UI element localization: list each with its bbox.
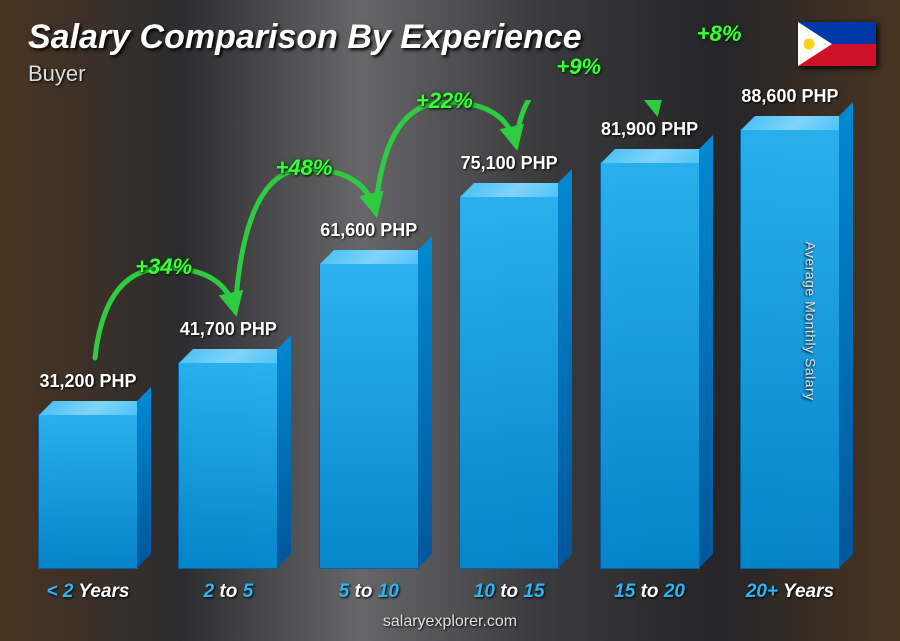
x-axis-tick: 10 to 15 xyxy=(449,581,569,603)
salary-bar xyxy=(38,414,138,569)
growth-pct-label: +9% xyxy=(556,54,601,80)
bar-value-label: 75,100 PHP xyxy=(409,153,609,174)
footer-source: salaryexplorer.com xyxy=(0,613,900,631)
x-axis-tick: 15 to 20 xyxy=(590,581,710,603)
bar-value-label: 31,200 PHP xyxy=(0,371,188,392)
growth-pct-label: +8% xyxy=(697,21,742,47)
bar-wrap: 75,100 PHP xyxy=(449,196,569,569)
salary-bar xyxy=(319,263,419,569)
philippines-flag-icon xyxy=(798,22,876,66)
bar-value-label: 88,600 PHP xyxy=(690,86,890,107)
bar-wrap: 31,200 PHP xyxy=(28,414,148,569)
x-axis-tick: < 2 Years xyxy=(28,581,148,603)
salary-bar-chart: 31,200 PHP41,700 PHP61,600 PHP75,100 PHP… xyxy=(28,100,850,569)
salary-bar xyxy=(600,162,700,569)
header: Salary Comparison By Experience Buyer xyxy=(28,18,582,87)
x-axis-tick: 20+ Years xyxy=(730,581,850,603)
page-subtitle: Buyer xyxy=(28,61,582,87)
bar-wrap: 88,600 PHP xyxy=(730,129,850,569)
salary-bar xyxy=(740,129,840,569)
bar-value-label: 41,700 PHP xyxy=(128,319,328,340)
x-axis-tick: 2 to 5 xyxy=(168,581,288,603)
y-axis-label: Average Monthly Salary xyxy=(802,241,818,400)
bar-wrap: 41,700 PHP xyxy=(168,362,288,569)
salary-bar xyxy=(459,196,559,569)
growth-pct-label: +22% xyxy=(416,88,473,114)
growth-pct-label: +48% xyxy=(276,155,333,181)
bar-wrap: 61,600 PHP xyxy=(309,263,429,569)
bar-value-label: 61,600 PHP xyxy=(269,220,469,241)
growth-pct-label: +34% xyxy=(135,254,192,280)
salary-bar xyxy=(178,362,278,569)
bar-wrap: 81,900 PHP xyxy=(590,162,710,569)
bar-group: 31,200 PHP41,700 PHP61,600 PHP75,100 PHP… xyxy=(28,100,850,569)
page-title: Salary Comparison By Experience xyxy=(28,18,582,57)
x-axis: < 2 Years 2 to 5 5 to 10 10 to 15 15 to 20 20… xyxy=(28,581,850,603)
bar-value-label: 81,900 PHP xyxy=(550,119,750,140)
x-axis-tick: 5 to 10 xyxy=(309,581,429,603)
